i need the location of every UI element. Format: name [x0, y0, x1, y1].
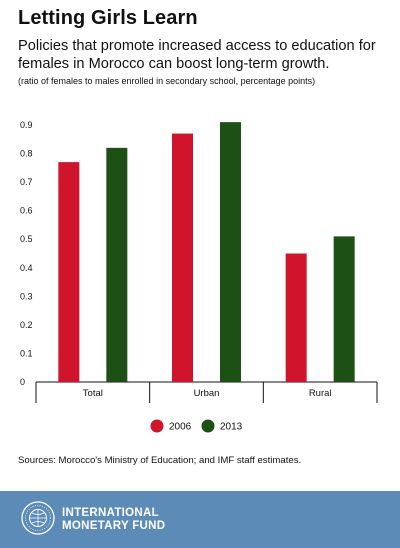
y-tick-label: 0.8	[20, 149, 33, 159]
bar-2013-urban	[220, 122, 241, 382]
y-tick-label: 0.9	[20, 120, 33, 130]
legend-label-2006: 2006	[169, 422, 192, 433]
footer-banner: INTERNATIONAL MONETARY FUND	[0, 491, 400, 548]
bar-2006-rural	[285, 253, 307, 382]
bar-chart: 0 0.1 0.2 0.3 0.4 0.5 0.6 0.7 0.8 0.9 Total Urban Ru…	[20, 120, 378, 433]
imf-name-line1: INTERNATIONAL	[62, 507, 159, 519]
x-category-label: Total	[83, 388, 103, 399]
legend-label-2013: 2013	[220, 422, 243, 433]
imf-name-line2: MONETARY FUND	[62, 519, 166, 532]
y-tick-label: 0.2	[20, 320, 33, 330]
bar-2013-total	[106, 147, 128, 382]
y-tick-label: 0.5	[20, 234, 33, 244]
legend-marker-2006	[150, 419, 164, 433]
chart-units-note: (ratio of females to males enrolled in s…	[18, 76, 316, 86]
legend-marker-2013	[201, 419, 215, 433]
sources-note: Sources: Morocco's Ministry of Education…	[18, 455, 302, 466]
bar-2006-urban	[172, 133, 193, 382]
imf-name: INTERNATIONAL MONETARY FUND	[62, 507, 165, 532]
chart-title: Letting Girls Learn	[18, 7, 198, 29]
y-tick-label: 0.6	[20, 206, 33, 216]
y-tick-label: 0	[20, 377, 25, 387]
chart-subtitle: Policies that promote increased access t…	[18, 38, 376, 72]
imf-seal-icon	[21, 501, 55, 535]
x-category-label: Urban	[194, 388, 220, 399]
y-tick-label: 0.4	[20, 263, 33, 273]
bar-2006-total	[58, 162, 80, 382]
bar-2013-rural	[333, 236, 355, 382]
y-tick-label: 0.7	[20, 177, 33, 187]
x-category-label: Rural	[309, 388, 332, 399]
y-tick-label: 0.1	[20, 348, 33, 358]
y-tick-label: 0.3	[20, 291, 33, 301]
